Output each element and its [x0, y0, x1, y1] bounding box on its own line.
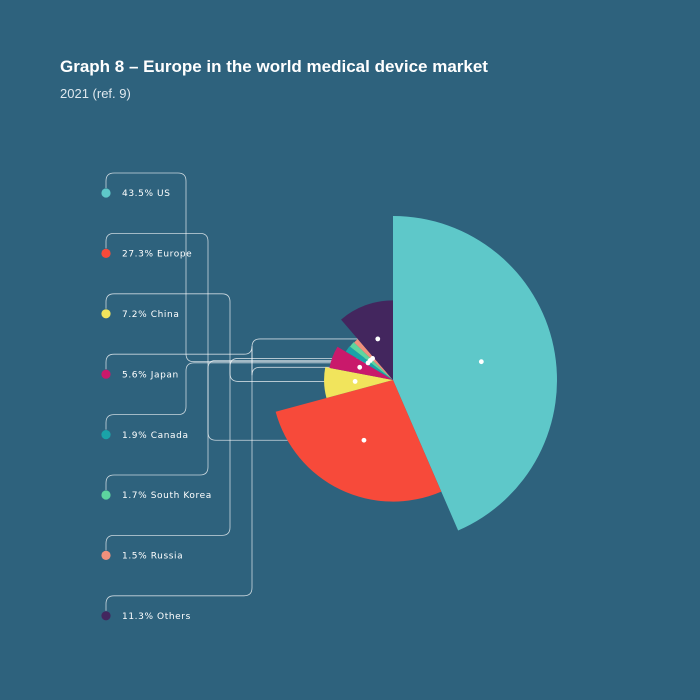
slice-anchor-dots — [352, 336, 484, 443]
legend-label-others: 11.3% Others — [122, 612, 191, 622]
anchor-dot-others — [375, 336, 381, 342]
legend-marker-others — [101, 611, 111, 621]
chart-subtitle: 2021 (ref. 9) — [60, 86, 131, 101]
connector-others — [105, 338, 378, 611]
legend-marker-south-korea — [101, 490, 111, 500]
legend-marker-china — [101, 309, 111, 319]
pie-slice-us — [393, 216, 557, 531]
anchor-dot-europe — [361, 437, 367, 443]
legend-label-us: 43.5% US — [122, 189, 171, 199]
legend-label-south-korea: 1.7% South Korea — [122, 491, 212, 501]
legend: 43.5% US 27.3% Europe 7.2% China 5.6% Japan… — [101, 188, 211, 622]
connector-south-korea — [105, 359, 371, 490]
chart-title: Graph 8 – Europe in the world medical de… — [60, 57, 488, 76]
legend-marker-europe — [101, 248, 111, 258]
connector-lines — [105, 172, 482, 611]
legend-label-japan: 5.6% Japan — [122, 370, 179, 380]
anchor-dot-china — [352, 379, 358, 384]
connector-china — [105, 293, 356, 382]
connector-europe — [105, 233, 364, 441]
pie-slice-china — [324, 367, 393, 398]
pie-slice-europe — [275, 380, 442, 502]
legend-marker-canada — [101, 430, 111, 440]
pie-slice-others — [341, 300, 393, 380]
legend-label-russia: 1.5% Russia — [122, 552, 183, 562]
legend-marker-japan — [101, 369, 111, 379]
legend-marker-us — [101, 188, 111, 198]
legend-marker-russia — [101, 550, 111, 561]
connector-canada — [105, 362, 369, 430]
anchor-dot-russia — [370, 356, 375, 361]
pie-slices — [275, 216, 557, 531]
connector-us — [105, 172, 482, 363]
connector-russia — [105, 358, 373, 551]
pie-slice-japan — [329, 346, 393, 380]
legend-label-europe: 27.3% Europe — [122, 250, 192, 260]
legend-label-china: 7.2% China — [122, 310, 179, 320]
anchor-dot-us — [478, 359, 484, 365]
legend-label-canada: 1.9% Canada — [122, 431, 189, 441]
connector-japan — [105, 346, 360, 376]
anchor-dot-japan — [357, 364, 363, 370]
